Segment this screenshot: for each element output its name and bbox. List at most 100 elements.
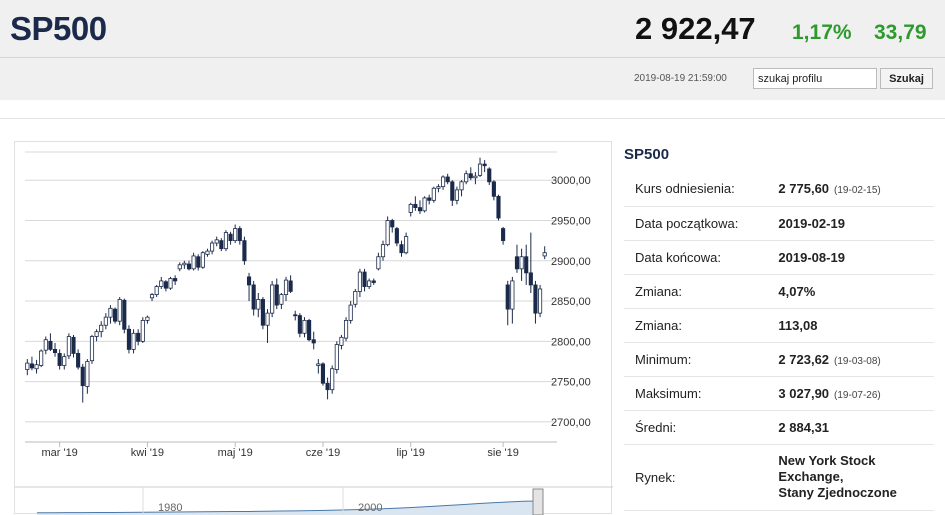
candle-down — [80, 366, 85, 387]
info-value: 113,08 — [772, 308, 934, 342]
candle-up — [214, 239, 219, 244]
info-row: Kurs odniesienia: 2 775,60 (19-02-15) — [624, 172, 934, 206]
candle-down — [76, 353, 81, 368]
candle-down — [29, 363, 34, 369]
candle-down — [413, 203, 418, 208]
candle-down — [390, 220, 395, 228]
candle-up — [422, 197, 427, 212]
candle-up — [117, 299, 122, 322]
info-label: Data początkowa: — [635, 215, 739, 231]
candle-up — [191, 255, 196, 270]
candle-down — [163, 281, 168, 289]
candle-up — [66, 336, 71, 357]
info-value: 2019-08-19 — [772, 240, 934, 274]
candle-down — [196, 256, 201, 268]
candle-up — [431, 187, 436, 201]
info-row: Data początkowa: 2019-02-19 — [624, 206, 934, 240]
candle-down — [260, 299, 265, 326]
candle-down — [487, 168, 492, 183]
candle-down — [126, 328, 132, 350]
info-panel-title: SP500 — [624, 146, 670, 163]
candle-up — [85, 361, 90, 387]
info-row: Data końcowa: 2019-08-19 — [624, 240, 934, 274]
navigator-label: 1980 — [158, 502, 182, 514]
market-line: Stany Zjednoczone — [778, 485, 897, 500]
y-tick-label: 2750,00 — [551, 377, 591, 389]
candle-up — [538, 288, 543, 314]
instrument-title: SP500 — [10, 10, 107, 47]
candle-up — [477, 163, 483, 176]
candle-up — [265, 312, 270, 326]
info-value-date: (19-03-08) — [834, 355, 881, 367]
info-value-text: 2019-08-19 — [778, 249, 845, 265]
candle-down — [293, 314, 298, 317]
candle-down — [468, 173, 473, 179]
header-bar: SP500 2 922,47 1,17% 33,79 2019-08-19 21… — [0, 0, 945, 100]
navigator-handle[interactable] — [532, 488, 544, 515]
info-row: Maksimum: 3 027,90 (19-07-26) — [624, 376, 934, 410]
market-line: New York Stock — [778, 453, 876, 468]
candle-up — [34, 364, 39, 370]
info-value-text: 2 884,31 — [778, 419, 830, 435]
chart-svg: 3000,00 2950,00 2900,00 2850,00 2800,00 2750,… — [15, 151, 613, 515]
candle-up — [140, 319, 145, 342]
candle-up — [43, 339, 48, 351]
candle-up — [376, 256, 381, 270]
candle-up — [131, 332, 136, 350]
candle-down — [427, 197, 432, 201]
candle-up — [343, 319, 349, 339]
candle-down — [246, 276, 252, 286]
candle-up — [334, 344, 339, 370]
candle-up — [353, 290, 358, 305]
info-row: Minimum: 2 723,62 (19-03-08) — [624, 342, 934, 376]
candle-up — [459, 181, 464, 191]
candle-up — [154, 286, 159, 296]
candle-down — [394, 228, 399, 244]
candle-up — [454, 189, 459, 201]
candle-up — [210, 242, 215, 252]
y-tick-label: 3000,00 — [551, 175, 591, 187]
candle-up — [464, 173, 469, 183]
info-label: Zmiana: — [635, 283, 682, 299]
candle-up — [62, 356, 67, 366]
info-value-text: 2019-02-19 — [778, 215, 845, 231]
candle-down — [533, 284, 538, 314]
info-label: Minimum: — [635, 351, 692, 367]
candle-down — [482, 163, 487, 167]
candle-down — [514, 256, 520, 270]
candle-up — [145, 316, 150, 321]
header-divider — [0, 57, 945, 58]
info-label: Zmiana: — [635, 317, 682, 333]
candle-up — [339, 336, 344, 346]
info-value: 2 884,31 — [772, 410, 934, 444]
info-value: 4,07% — [772, 274, 934, 308]
candle-down — [274, 284, 279, 306]
candle-up — [357, 271, 362, 292]
candle-up — [279, 294, 284, 305]
candle-down — [450, 181, 455, 201]
candle-down — [113, 308, 118, 322]
candle-up — [103, 316, 108, 326]
market-line: Exchange, — [778, 469, 844, 484]
info-label: Data końcowa: — [635, 249, 721, 265]
candle-down — [71, 336, 76, 354]
candle-down — [237, 228, 242, 242]
change-value: 33,79 — [874, 21, 927, 44]
price-value: 2 922,47 — [635, 11, 756, 46]
info-value-date: (19-07-26) — [834, 389, 881, 401]
candle-up — [440, 176, 446, 188]
price-chart[interactable]: 3000,00 2950,00 2900,00 2850,00 2800,00 2750,… — [14, 141, 613, 515]
search-button[interactable]: Szukaj — [880, 68, 933, 89]
info-row-market: Rynek: New York Stock Exchange, Stany Zjedn… — [624, 444, 934, 510]
candle-up — [302, 319, 307, 334]
candle-up — [182, 262, 187, 266]
candle-up — [436, 186, 441, 189]
candle-down — [288, 280, 293, 292]
candle-down — [57, 353, 62, 366]
candle-up — [316, 363, 321, 366]
candle-down — [505, 284, 510, 310]
info-label: Średni: — [635, 419, 677, 435]
x-tick-label: sie '19 — [487, 447, 518, 459]
info-value: 2 723,62 (19-03-08) — [772, 342, 934, 376]
search-input[interactable] — [753, 68, 877, 89]
